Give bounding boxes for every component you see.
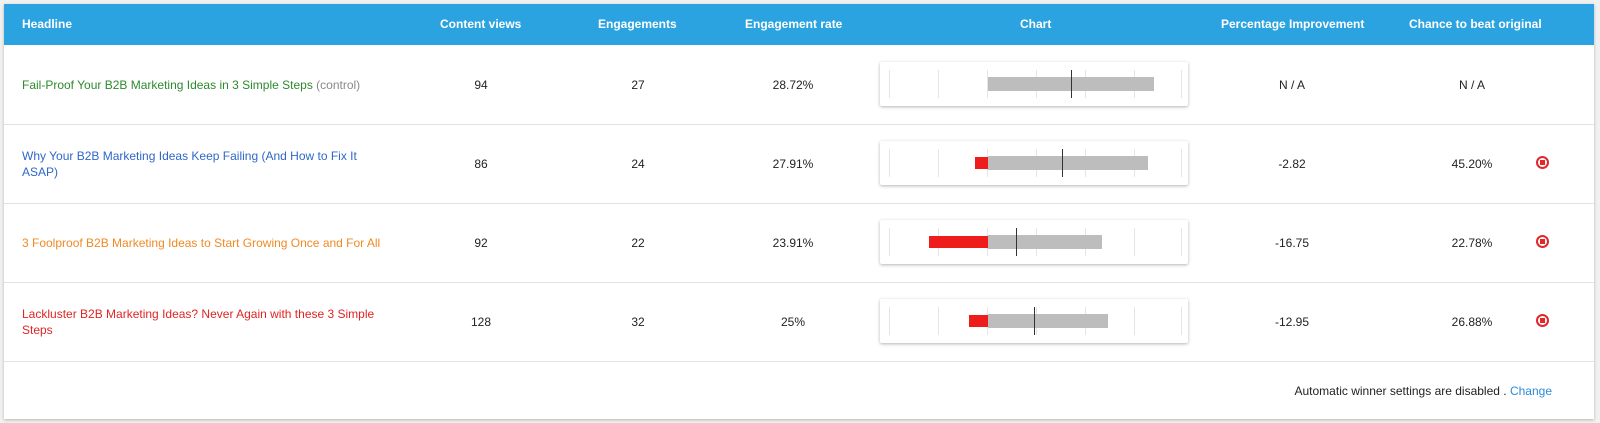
ab-test-results-panel: Headline Content views Engagements Engag…: [4, 4, 1594, 419]
percentage-improvement-value-cell: -2.82: [1242, 124, 1342, 203]
chart-mean-marker: [1034, 307, 1035, 335]
chance-to-beat-value-cell: 45.20%: [1417, 124, 1527, 203]
chart-gridline: [1134, 228, 1135, 256]
percentage-improvement-value: -16.75: [1274, 235, 1310, 250]
engagements-value: 22: [631, 235, 645, 250]
headline-text[interactable]: Lackluster B2B Marketing Ideas? Never Ag…: [22, 306, 375, 337]
chance-to-beat-value-cell: N / A: [1417, 45, 1527, 124]
content-views-value-cell: 128: [441, 282, 521, 361]
chart-gridline: [938, 149, 939, 177]
chance-to-beat-value: 45.20%: [1451, 156, 1493, 171]
content-views-value: 128: [470, 314, 492, 329]
engagement-rate-value-cell: 28.72%: [745, 45, 841, 124]
chart-decline-bar: [975, 157, 988, 169]
chart-range-bar: [987, 156, 1148, 170]
col-header-engagement-rate: Engagement rate: [745, 17, 843, 31]
headline-text[interactable]: Why Your B2B Marketing Ideas Keep Failin…: [22, 148, 357, 179]
confidence-chart: [880, 62, 1188, 106]
table-row: Lackluster B2B Marketing Ideas? Never Ag…: [4, 282, 1594, 362]
chart-gridline: [1181, 307, 1182, 335]
content-views-value-cell: 92: [441, 203, 521, 282]
engagements-value-cell: 32: [598, 282, 678, 361]
col-header-percentage-improvement: Percentage Improvement: [1221, 17, 1365, 31]
chart-mean-marker: [1015, 228, 1017, 256]
content-views-value: 94: [474, 77, 488, 92]
confidence-chart: [880, 299, 1188, 343]
col-header-engagements: Engagements: [598, 17, 677, 31]
chart-mean-marker: [1061, 149, 1063, 177]
chart-gridline: [1181, 149, 1182, 177]
table-header: Headline Content views Engagements Engag…: [4, 4, 1594, 45]
content-views-value-cell: 86: [441, 124, 521, 203]
chart-gridline: [938, 70, 939, 98]
percentage-improvement-value-cell: -12.95: [1242, 282, 1342, 361]
engagement-rate-value-cell: 25%: [745, 282, 841, 361]
headline-text[interactable]: 3 Foolproof B2B Marketing Ideas to Start…: [22, 235, 381, 250]
engagements-value: 27: [631, 77, 645, 92]
engagement-rate-value: 23.91%: [772, 235, 814, 250]
confidence-chart: [880, 141, 1188, 185]
percentage-improvement-value: N / A: [1278, 77, 1305, 92]
table-footer: Automatic winner settings are disabled .…: [4, 364, 1594, 419]
change-link[interactable]: Change: [1509, 384, 1552, 398]
headline-cell: Fail-Proof Your B2B Marketing Ideas in 3…: [22, 45, 387, 124]
chart-decline-bar: [969, 315, 988, 327]
chart-gridline: [889, 149, 890, 177]
engagement-rate-value: 25%: [780, 314, 806, 329]
stop-variant-icon[interactable]: [1536, 314, 1549, 327]
content-views-value-cell: 94: [441, 45, 521, 124]
col-header-content-views: Content views: [440, 17, 522, 31]
headline-text[interactable]: Fail-Proof Your B2B Marketing Ideas in 3…: [22, 77, 313, 92]
chart-range-bar: [987, 235, 1102, 249]
chart-mean-marker: [1070, 70, 1072, 98]
col-header-headline: Headline: [22, 17, 73, 31]
headline-cell: Lackluster B2B Marketing Ideas? Never Ag…: [22, 282, 387, 361]
percentage-improvement-value: -2.82: [1278, 156, 1306, 171]
chance-to-beat-value-cell: 26.88%: [1417, 282, 1527, 361]
chart-gridline: [889, 228, 890, 256]
chart-decline-bar: [929, 236, 988, 248]
stop-variant-icon[interactable]: [1536, 156, 1549, 169]
engagements-value: 24: [631, 156, 645, 171]
chart-gridline: [1181, 70, 1182, 98]
auto-winner-status: Automatic winner settings are disabled .…: [1295, 384, 1553, 398]
engagements-value: 32: [631, 314, 645, 329]
engagements-value-cell: 27: [598, 45, 678, 124]
chance-to-beat-value: 26.88%: [1451, 314, 1493, 329]
stop-variant-icon[interactable]: [1536, 235, 1549, 248]
table-row: 3 Foolproof B2B Marketing Ideas to Start…: [4, 203, 1594, 283]
table-row: Why Your B2B Marketing Ideas Keep Failin…: [4, 124, 1594, 204]
chart-gridline: [938, 307, 939, 335]
engagement-rate-value-cell: 23.91%: [745, 203, 841, 282]
col-header-chance-to-beat: Chance to beat original: [1409, 17, 1542, 31]
engagements-value-cell: 24: [598, 124, 678, 203]
table-row: Fail-Proof Your B2B Marketing Ideas in 3…: [4, 45, 1594, 125]
percentage-improvement-value: -12.95: [1274, 314, 1310, 329]
content-views-value: 86: [474, 156, 488, 171]
headline-cell: Why Your B2B Marketing Ideas Keep Failin…: [22, 124, 387, 203]
chance-to-beat-value: N / A: [1458, 77, 1485, 92]
auto-winner-text: Automatic winner settings are disabled .: [1294, 384, 1507, 398]
chart-gridline: [889, 70, 890, 98]
percentage-improvement-value-cell: -16.75: [1242, 203, 1342, 282]
chart-gridline: [987, 70, 988, 98]
engagement-rate-value-cell: 27.91%: [745, 124, 841, 203]
col-header-chart: Chart: [1020, 17, 1052, 31]
engagement-rate-value: 28.72%: [772, 77, 814, 92]
chart-gridline: [1181, 228, 1182, 256]
chart-gridline: [1134, 307, 1135, 335]
chart-gridline: [889, 307, 890, 335]
engagements-value-cell: 22: [598, 203, 678, 282]
control-label: (control): [316, 77, 361, 92]
headline-cell: 3 Foolproof B2B Marketing Ideas to Start…: [22, 203, 387, 282]
content-views-value: 92: [474, 235, 488, 250]
engagement-rate-value: 27.91%: [772, 156, 814, 171]
chance-to-beat-value: 22.78%: [1451, 235, 1493, 250]
percentage-improvement-value-cell: N / A: [1242, 45, 1342, 124]
chance-to-beat-value-cell: 22.78%: [1417, 203, 1527, 282]
chart-range-bar: [987, 314, 1108, 328]
confidence-chart: [880, 220, 1188, 264]
